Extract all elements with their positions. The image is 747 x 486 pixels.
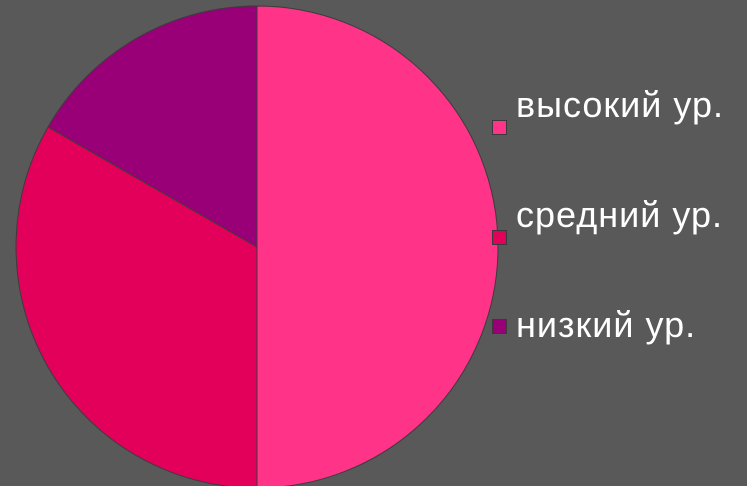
legend-item-medium: средний ур. xyxy=(492,196,747,306)
pie-chart xyxy=(15,5,499,486)
pie-slice-low xyxy=(47,5,258,248)
legend-label-low: низкий ур. xyxy=(516,304,697,345)
chart-legend: высокий ур. средний ур. низкий ур. xyxy=(492,86,747,351)
legend-swatch-low xyxy=(492,319,507,334)
legend-label-high: высокий ур. xyxy=(516,84,725,125)
legend-label-medium: средний ур. xyxy=(516,194,723,235)
legend-item-high: высокий ур. xyxy=(492,86,747,196)
legend-swatch-medium xyxy=(492,230,507,245)
legend-swatch-high xyxy=(492,120,507,135)
pie-slice-medium xyxy=(15,126,258,486)
legend-item-low: низкий ур. xyxy=(492,306,747,351)
pie-slice-high xyxy=(256,5,499,486)
